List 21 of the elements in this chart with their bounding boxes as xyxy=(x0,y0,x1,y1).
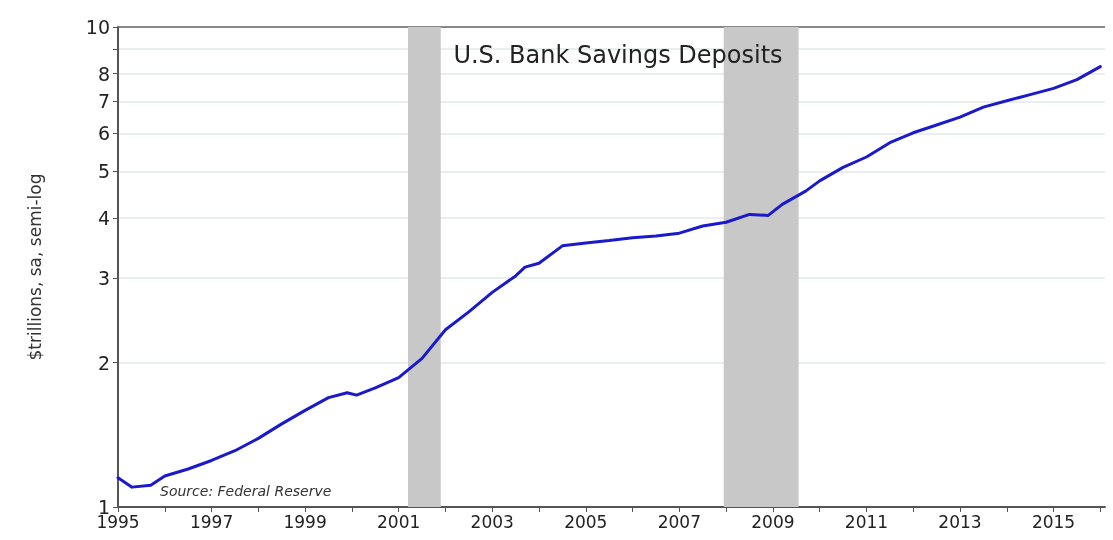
x-tick-label: 2011 xyxy=(844,511,889,532)
y-tick-label: 3 xyxy=(97,266,110,289)
y-tick-label: 6 xyxy=(97,122,110,145)
text: U.S. Bank Savings Deposits xyxy=(453,41,783,69)
x-tick-label: 2013 xyxy=(938,511,982,532)
y-tick-label: 2 xyxy=(97,351,110,374)
x-tick-label: 2015 xyxy=(1031,511,1076,532)
x-tick-label: 2007 xyxy=(657,511,701,532)
y-tick-label: 8 xyxy=(97,62,110,85)
x-tick-label: 1997 xyxy=(189,511,234,532)
y-tick-label: 4 xyxy=(97,207,110,230)
x-tick-label: 2003 xyxy=(470,511,514,532)
x-tick-label: 2001 xyxy=(377,511,421,532)
y-tick-label: 7 xyxy=(97,90,110,113)
x-tick-label: 2009 xyxy=(751,511,795,532)
y-tick-label: 10 xyxy=(85,16,110,38)
y-tick-label: 5 xyxy=(97,160,110,183)
x-tick-label: 2005 xyxy=(564,511,608,532)
x-tick-label: 1999 xyxy=(283,511,327,532)
annotation: Source: Federal Reserve xyxy=(160,483,332,499)
y-axis-title: $trillions, sa, semi-log xyxy=(24,173,45,361)
